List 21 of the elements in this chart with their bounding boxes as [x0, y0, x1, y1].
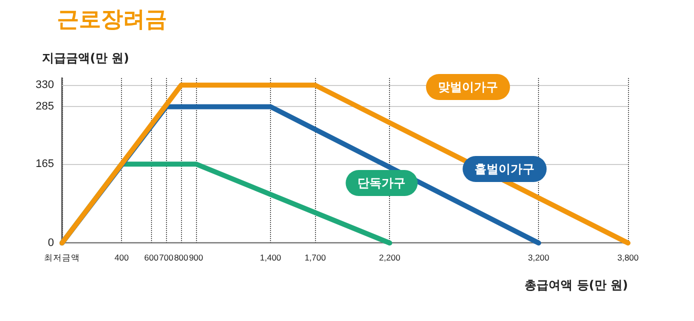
x-axis-title: 총급여액 등(만 원) — [524, 278, 628, 292]
x-tick-label: 3,200 — [528, 252, 550, 262]
text: 단독가구 — [358, 176, 406, 190]
y-tick-label: 330 — [36, 79, 54, 92]
x-tick-label: 2,200 — [379, 252, 401, 262]
chart-title: 근로장려금 — [57, 8, 167, 32]
y-tick-label: 165 — [36, 158, 54, 170]
y-tick-label: 0 — [48, 237, 54, 249]
x-tick-label: 700 — [159, 252, 174, 262]
y-tick-label: 285 — [36, 100, 54, 113]
text: 홑벌이가구 — [474, 162, 535, 176]
x-tick-label: 1,400 — [260, 252, 282, 262]
x-tick-label: 800 — [174, 252, 189, 262]
x-tick-label: 3,800 — [617, 252, 639, 262]
x-tick-label: 600 — [144, 252, 159, 262]
x-tick-label: 900 — [188, 252, 204, 262]
y-axis-title: 지급금액(만 원) — [42, 51, 130, 65]
text: 맞벌이가구 — [438, 80, 498, 94]
x-tick-label: 최저금액 — [44, 252, 80, 262]
x-tick-label: 1,700 — [304, 252, 326, 262]
x-tick-label: 400 — [114, 252, 129, 262]
